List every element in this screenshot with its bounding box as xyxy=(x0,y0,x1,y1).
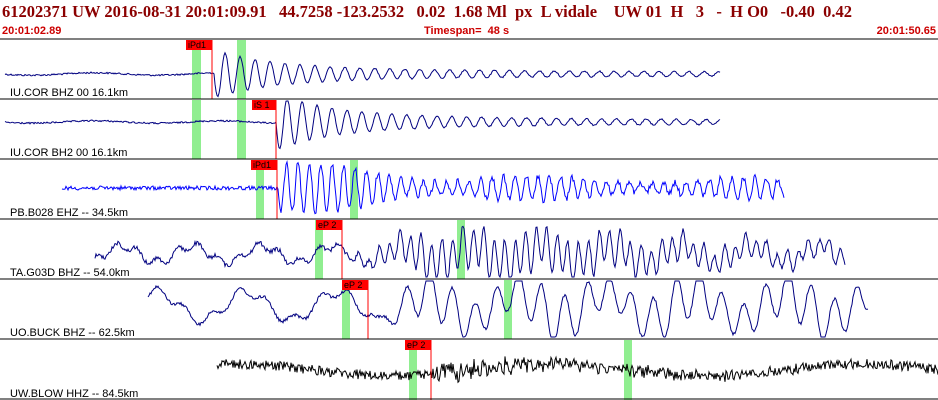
phase-window-marker[interactable] xyxy=(457,220,465,279)
pick-label: iPd1 xyxy=(253,160,271,170)
phase-window-marker[interactable] xyxy=(256,160,264,219)
event-title: 61202371 UW 2016-08-31 20:01:09.91 44.72… xyxy=(2,2,853,21)
waveform-trace[interactable] xyxy=(147,280,869,338)
phase-window-marker[interactable] xyxy=(237,40,246,99)
channel-label: TA.G03D BHZ -- 54.0km xyxy=(10,267,130,279)
phase-window-marker[interactable] xyxy=(237,100,246,159)
phase-window-marker[interactable] xyxy=(409,340,417,400)
start-time: 20:01:02.89 xyxy=(2,25,62,37)
pick-label: eP 2 xyxy=(407,340,425,350)
waveform-trace[interactable] xyxy=(216,355,938,384)
pick-flag[interactable] xyxy=(316,220,342,230)
channel-label: UO.BUCK BHZ -- 62.5km xyxy=(10,327,135,339)
pick-flag[interactable] xyxy=(186,40,212,50)
pick-label: eP 2 xyxy=(318,220,336,230)
end-time: 20:01:50.65 xyxy=(876,25,936,37)
waveform-trace[interactable] xyxy=(94,225,846,279)
waveform-trace[interactable] xyxy=(61,160,785,215)
waveform-trace[interactable] xyxy=(4,51,721,98)
phase-window-marker[interactable] xyxy=(350,160,358,219)
pick-flag[interactable] xyxy=(251,160,277,170)
phase-window-marker[interactable] xyxy=(342,280,350,339)
pick-flag[interactable] xyxy=(342,280,368,290)
pick-label: iPd1 xyxy=(188,40,206,50)
phase-window-marker[interactable] xyxy=(315,220,323,279)
channel-label: IU.COR BHZ 00 16.1km xyxy=(10,87,128,99)
channel-label: UW.BLOW HHZ -- 84.5km xyxy=(10,388,138,400)
pick-label: iS 1 xyxy=(254,100,270,110)
channel-label: IU.COR BH2 00 16.1km xyxy=(10,147,127,159)
timespan: Timespan= 48 s xyxy=(424,25,510,37)
pick-flag[interactable] xyxy=(405,340,431,350)
channel-label: PB.B028 EHZ -- 34.5km xyxy=(10,207,128,219)
pick-label: eP 2 xyxy=(344,280,362,290)
phase-window-marker[interactable] xyxy=(192,40,201,99)
waveform-trace[interactable] xyxy=(4,100,721,150)
pick-flag[interactable] xyxy=(252,100,276,110)
header: 61202371 UW 2016-08-31 20:01:09.91 44.72… xyxy=(0,0,938,38)
phase-window-marker[interactable] xyxy=(192,100,201,159)
